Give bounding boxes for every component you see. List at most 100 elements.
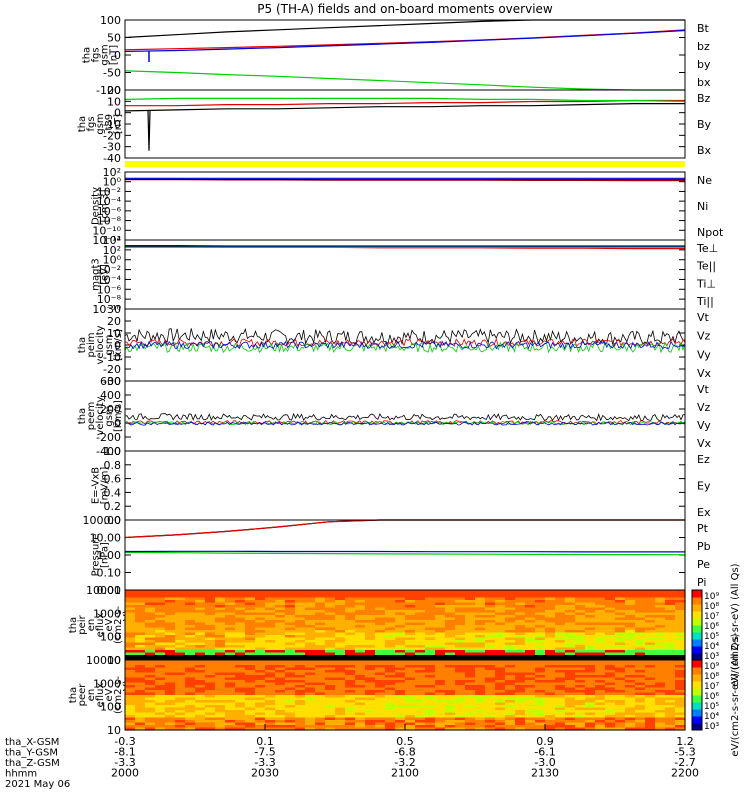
- spectrogram-cell: [295, 635, 306, 639]
- spectrogram-cell: [585, 712, 596, 716]
- spectrogram-cell: [535, 642, 546, 646]
- spectrogram-cell: [245, 712, 256, 716]
- spectrogram-cell: [175, 720, 186, 724]
- spectrogram-cell: [135, 727, 146, 731]
- spectrogram-cell: [345, 707, 356, 711]
- spectrogram-cell: [465, 690, 476, 694]
- spectrogram-cell: [605, 642, 616, 646]
- spectrogram-cell: [285, 675, 296, 679]
- spectrogram-cell: [245, 597, 256, 601]
- spectrogram-cell: [605, 710, 616, 714]
- spectrogram-cell: [395, 682, 406, 686]
- spectrogram-cell: [515, 602, 526, 606]
- spectrogram-cell: [175, 640, 186, 644]
- spectrogram-cell: [315, 702, 326, 706]
- spectrogram-cell: [225, 685, 236, 689]
- spectrogram-cell: [575, 590, 586, 594]
- spectrogram-cell: [365, 637, 376, 641]
- spectrogram-cell: [485, 645, 496, 649]
- panel-10: thapeerenefluxeV(cm2-s-sr-eV)10000100010…: [68, 633, 741, 756]
- spectrogram-cell: [295, 722, 306, 726]
- spectrogram-cell: [165, 632, 176, 636]
- spectrogram-cell: [645, 725, 656, 729]
- spectrogram-cell: [225, 705, 236, 709]
- spectrogram-cell: [405, 640, 416, 644]
- spectrogram-cell: [245, 680, 256, 684]
- spectrogram-cell: [245, 685, 256, 689]
- spectrogram-cell: [175, 617, 186, 621]
- spectrogram-cell: [215, 660, 226, 664]
- spectrogram-cell: [505, 692, 516, 696]
- spectrogram-cell: [525, 720, 536, 724]
- spectrogram-cell: [575, 682, 586, 686]
- spectrogram-cell: [475, 647, 486, 651]
- spectrogram-cell: [385, 680, 396, 684]
- spectrogram-cell: [465, 650, 476, 654]
- spectrogram-cell: [405, 637, 416, 641]
- spectrogram-cell: [135, 715, 146, 719]
- spectrogram-cell: [145, 667, 156, 671]
- spectrogram-cell: [445, 605, 456, 609]
- spectrogram-cell: [135, 615, 146, 619]
- spectrogram-cell: [275, 720, 286, 724]
- spectrogram-cell: [465, 697, 476, 701]
- spectrogram-cell: [395, 652, 406, 656]
- spectrogram-cell: [665, 700, 676, 704]
- spectrogram-cell: [185, 672, 196, 676]
- spectrogram-cell: [265, 725, 276, 729]
- spectrogram-cell: [565, 697, 576, 701]
- y-tick-label: 1000: [93, 677, 121, 690]
- spectrogram-cell: [395, 722, 406, 726]
- xaxis-value: 0.9: [536, 735, 554, 748]
- spectrogram-cell: [135, 725, 146, 729]
- date-label: 2021 May 06: [5, 779, 70, 790]
- spectrogram-cell: [355, 605, 366, 609]
- spectrogram-cell: [265, 682, 276, 686]
- spectrogram-cell: [215, 640, 226, 644]
- spectrogram-cell: [145, 692, 156, 696]
- spectrogram-cell: [305, 667, 316, 671]
- spectrogram-cell: [545, 605, 556, 609]
- spectrogram-cell: [365, 715, 376, 719]
- spectrogram-cell: [515, 657, 526, 661]
- spectrogram-cell: [275, 722, 286, 726]
- spectrogram-cell: [445, 682, 456, 686]
- spectrogram-cell: [655, 722, 666, 726]
- spectrogram-cell: [395, 635, 406, 639]
- spectrogram-cell: [515, 645, 526, 649]
- spectrogram-cell: [585, 705, 596, 709]
- spectrogram-cell: [465, 675, 476, 679]
- spectrogram-cell: [605, 660, 616, 664]
- spectrogram-cell: [315, 677, 326, 681]
- legend-bx: bx: [697, 76, 711, 89]
- spectrogram-cell: [345, 620, 356, 624]
- series-line-Pi: [124, 550, 685, 553]
- spectrogram-cell: [555, 705, 566, 709]
- spectrogram-cell: [215, 695, 226, 699]
- spectrogram-cell: [565, 715, 576, 719]
- spectrogram-cell: [675, 602, 686, 606]
- spectrogram-cell: [545, 710, 556, 714]
- spectrogram-cell: [485, 667, 496, 671]
- spectrogram-cell: [515, 710, 526, 714]
- spectrogram-cell: [335, 652, 346, 656]
- spectrogram-cell: [245, 655, 256, 659]
- spectrogram-cell: [235, 617, 246, 621]
- spectrogram-cell: [535, 685, 546, 689]
- spectrogram-cell: [345, 615, 356, 619]
- spectrogram-cell: [325, 712, 336, 716]
- spectrogram-cell: [645, 590, 656, 594]
- spectrogram-cell: [545, 602, 556, 606]
- spectrogram-cell: [125, 650, 136, 654]
- spectrogram-cell: [235, 712, 246, 716]
- y-tick-label: 10⁻⁶: [97, 283, 122, 296]
- spectrogram-cell: [145, 627, 156, 631]
- spectrogram-cell: [125, 710, 136, 714]
- spectrogram-cell: [285, 700, 296, 704]
- xaxis-value: -6.1: [534, 746, 555, 759]
- spectrogram-cell: [185, 612, 196, 616]
- spectrogram-cell: [145, 665, 156, 669]
- spectrogram-cell: [505, 720, 516, 724]
- spectrogram-cell: [455, 607, 466, 611]
